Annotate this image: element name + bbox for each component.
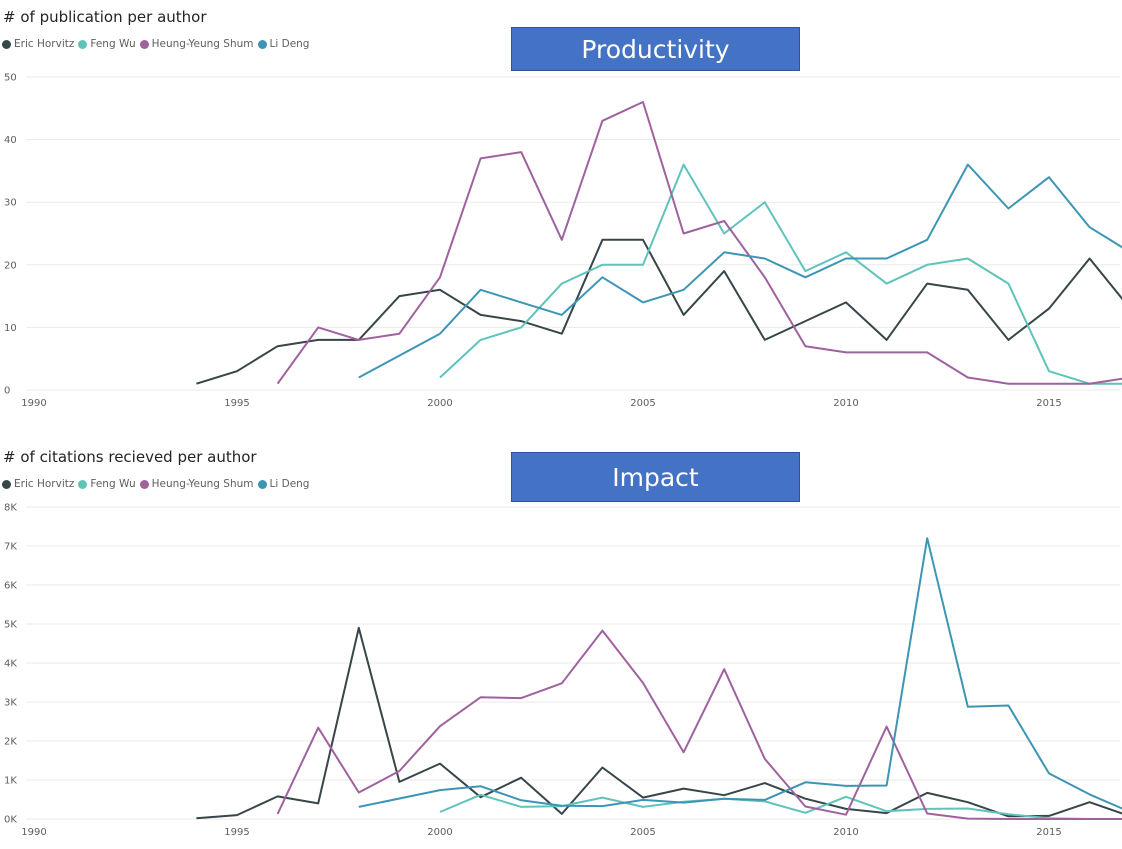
legend-item[interactable]: Li Deng bbox=[257, 478, 310, 490]
legend-dot-icon bbox=[2, 479, 11, 489]
productivity-x-tick-label: 1990 bbox=[21, 398, 46, 409]
productivity-panel: 0 10 20 30 40 50 1990 1995 2000 2005 2010 2015 # of… bbox=[0, 0, 1122, 420]
impact-x-tick-label: 2005 bbox=[630, 827, 655, 838]
impact-x-tick-label: 2015 bbox=[1036, 827, 1061, 838]
productivity-y-tick-label: 0 bbox=[4, 386, 10, 397]
productivity-y-tick-label: 50 bbox=[4, 73, 17, 84]
legend-item[interactable]: Feng Wu bbox=[78, 478, 136, 490]
legend-label: Li Deng bbox=[269, 478, 310, 490]
productivity-y-tick-label: 40 bbox=[4, 135, 17, 146]
impact-series-line-li-deng bbox=[358, 537, 1122, 810]
impact-y-tick-label: 3K bbox=[4, 698, 17, 709]
productivity-x-tick-label: 1995 bbox=[224, 398, 249, 409]
productivity-plot: 0 10 20 30 40 50 1990 1995 2000 2005 2010 2015 bbox=[4, 73, 1122, 409]
legend-item[interactable]: Eric Horvitz bbox=[2, 38, 74, 50]
legend-label: Heung-Yeung Shum bbox=[151, 478, 254, 490]
legend-label: Feng Wu bbox=[90, 478, 136, 490]
impact-y-tick-label: 6K bbox=[4, 581, 17, 592]
legend-dot-icon bbox=[2, 39, 11, 49]
productivity-series-line-li-deng bbox=[358, 163, 1122, 379]
productivity-y-tick-label: 30 bbox=[4, 198, 17, 209]
productivity-x-tick-label: 2005 bbox=[630, 398, 655, 409]
impact-y-tick-label: 4K bbox=[4, 659, 17, 670]
impact-y-tick-label: 0K bbox=[4, 815, 17, 826]
productivity-series-line-heung-yeung-shum bbox=[276, 101, 1122, 385]
legend-label: Eric Horvitz bbox=[14, 478, 75, 490]
productivity-x-tick-label: 2015 bbox=[1036, 398, 1061, 409]
impact-chart-title: # of citations recieved per author bbox=[3, 448, 257, 466]
legend-dot-icon bbox=[78, 479, 88, 489]
productivity-series-line-feng-wu bbox=[439, 163, 1122, 385]
impact-y-tick-label: 2K bbox=[4, 737, 17, 748]
legend-dot-icon bbox=[78, 39, 88, 49]
legend-label: Eric Horvitz bbox=[14, 38, 75, 50]
legend-dot-icon bbox=[257, 479, 267, 489]
impact-plot: 0K 1K 2K 3K 4K 5K 6K 7K 8K 1990 1995 2000 2005 2010 20… bbox=[4, 503, 1122, 838]
impact-x-tick-label: 1995 bbox=[224, 827, 249, 838]
impact-legend: Eric Horvitz Feng Wu Heung-Yeung Shum Li De… bbox=[2, 478, 313, 490]
productivity-legend: Eric Horvitz Feng Wu Heung-Yeung Shum Li De… bbox=[2, 38, 313, 50]
legend-item[interactable]: Eric Horvitz bbox=[2, 478, 74, 490]
productivity-banner: Productivity bbox=[511, 27, 800, 71]
legend-label: Heung-Yeung Shum bbox=[151, 38, 254, 50]
legend-dot-icon bbox=[139, 479, 149, 489]
productivity-y-tick-label: 20 bbox=[4, 260, 17, 271]
impact-y-tick-label: 8K bbox=[4, 503, 17, 514]
impact-x-tick-label: 2010 bbox=[833, 827, 858, 838]
legend-item[interactable]: Feng Wu bbox=[78, 38, 136, 50]
impact-x-tick-label: 1990 bbox=[21, 827, 46, 838]
impact-x-tick-label: 2000 bbox=[427, 827, 452, 838]
legend-label: Feng Wu bbox=[90, 38, 136, 50]
impact-panel: 0K 1K 2K 3K 4K 5K 6K 7K 8K 1990 1995 2000 2005 2010 20… bbox=[0, 440, 1122, 849]
legend-label: Li Deng bbox=[269, 38, 310, 50]
productivity-chart-title: # of publication per author bbox=[3, 8, 207, 26]
productivity-x-tick-label: 2000 bbox=[427, 398, 452, 409]
impact-series-line-feng-wu bbox=[439, 793, 1122, 820]
legend-item[interactable]: Heung-Yeung Shum bbox=[139, 38, 254, 50]
legend-dot-icon bbox=[257, 39, 267, 49]
legend-item[interactable]: Heung-Yeung Shum bbox=[139, 478, 254, 490]
impact-banner: Impact bbox=[511, 452, 800, 502]
impact-y-tick-label: 1K bbox=[4, 776, 17, 787]
impact-y-tick-label: 5K bbox=[4, 620, 17, 631]
impact-series-line-heung-yeung-shum bbox=[276, 629, 1122, 820]
legend-dot-icon bbox=[139, 39, 149, 49]
productivity-x-tick-label: 2010 bbox=[833, 398, 858, 409]
productivity-y-tick-label: 10 bbox=[4, 323, 17, 334]
impact-y-tick-label: 7K bbox=[4, 542, 17, 553]
legend-item[interactable]: Li Deng bbox=[257, 38, 310, 50]
productivity-series-line-eric-horvitz bbox=[196, 238, 1122, 385]
impact-series-line-eric-horvitz bbox=[196, 626, 1122, 820]
